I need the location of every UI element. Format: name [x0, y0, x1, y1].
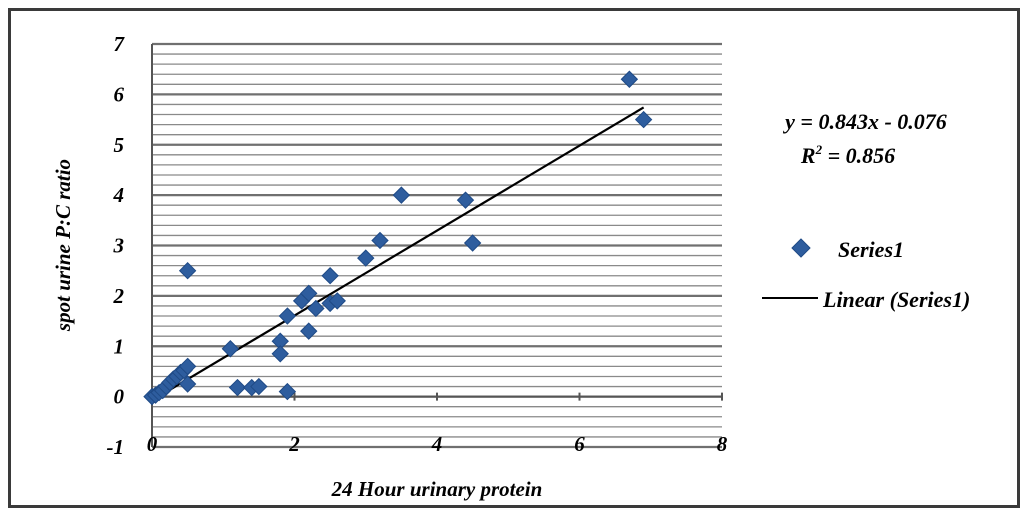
data-point: [634, 110, 653, 129]
y-axis-title: spot urine P:C ratio: [51, 159, 75, 332]
x-tick-label: 4: [431, 432, 443, 456]
data-point: [321, 267, 339, 285]
y-tick-labels: -1 0 1 2 3 4 5 6 7: [107, 32, 126, 459]
data-point: [278, 307, 297, 325]
data-point: [371, 231, 389, 250]
data-point: [392, 186, 411, 204]
data-point: [178, 261, 197, 280]
r-squared: R2 = 0.856: [800, 142, 895, 168]
data-point: [228, 378, 247, 397]
legend: Series1 Linear (Series1): [762, 237, 970, 312]
grid-lines: [152, 42, 722, 449]
data-point: [271, 345, 289, 363]
x-tick-label: 8: [717, 432, 728, 456]
data-point: [357, 249, 375, 267]
y-tick-label: 5: [114, 133, 125, 157]
y-tick-label: 1: [114, 334, 125, 358]
data-point: [456, 191, 475, 209]
y-tick-label: 3: [113, 234, 125, 258]
legend-trendline-label: Linear (Series1): [822, 287, 970, 312]
data-point: [328, 292, 346, 310]
y-tick-label: 7: [114, 32, 126, 56]
data-point: [250, 377, 268, 396]
x-tick-label: 2: [288, 432, 300, 456]
data-point: [278, 382, 297, 401]
y-tick-label: 2: [113, 284, 125, 308]
y-tick-label: 4: [113, 183, 125, 207]
data-point: [178, 375, 197, 393]
y-tick-label: 6: [114, 82, 125, 106]
data-point: [620, 70, 639, 88]
data-point: [463, 234, 482, 252]
trend-equation: y = 0.843x - 0.076: [782, 109, 947, 134]
chart-frame: [8, 8, 1020, 508]
y-tick-label: 0: [114, 385, 125, 409]
legend-diamond-marker: [791, 238, 811, 258]
data-point: [300, 322, 318, 340]
data-point: [221, 340, 240, 358]
data-point: [300, 284, 318, 303]
data-points: [143, 70, 653, 406]
data-point: [178, 357, 197, 376]
y-tick-label: -1: [107, 435, 125, 459]
legend-series1-label: Series1: [838, 237, 904, 262]
x-tick-label: 6: [574, 432, 585, 456]
data-point: [307, 299, 325, 318]
x-axis-title: 24 Hour urinary protein: [331, 477, 543, 501]
x-tick-label: 0: [147, 432, 158, 456]
